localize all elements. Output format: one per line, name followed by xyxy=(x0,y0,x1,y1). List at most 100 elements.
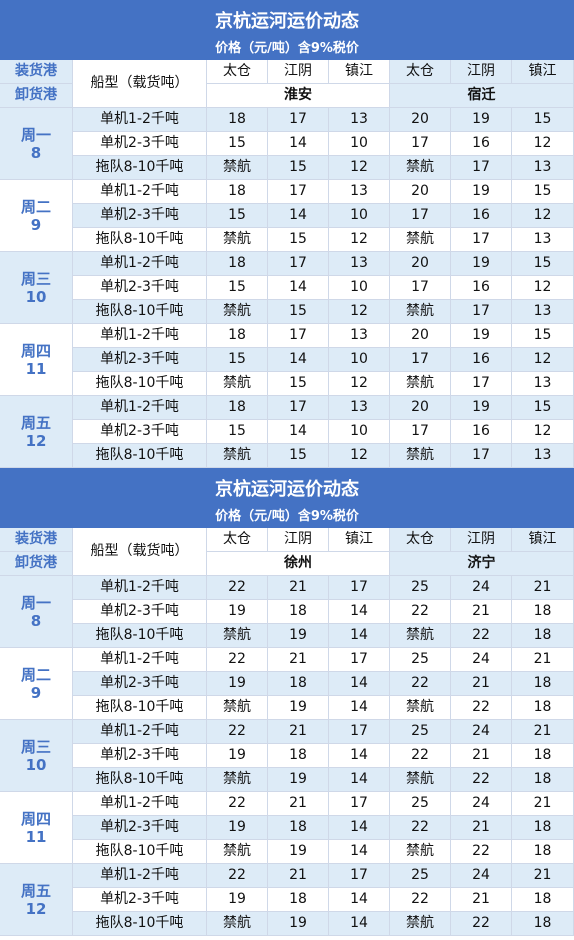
load-port: 镇江 xyxy=(512,60,574,84)
price-cell: 25 xyxy=(390,648,451,672)
price-cell: 13 xyxy=(329,252,390,276)
text: 24 xyxy=(472,867,490,884)
ship-type: 单机2-3千吨 xyxy=(73,600,207,624)
text: 禁航 xyxy=(223,627,251,644)
price-cell: 10 xyxy=(329,420,390,444)
text: 20 xyxy=(411,327,429,344)
load-port: 镇江 xyxy=(512,528,574,552)
price-cell: 17 xyxy=(390,132,451,156)
price-cell: 14 xyxy=(329,888,390,912)
price-cell: 禁航 xyxy=(207,156,268,180)
text: 16 xyxy=(472,135,490,152)
text: 17 xyxy=(289,111,307,128)
text: 18 xyxy=(228,399,246,416)
text: 17 xyxy=(411,279,429,296)
ship-type: 单机2-3千吨 xyxy=(73,816,207,840)
unload-port: 淮安 xyxy=(207,84,390,108)
text: 单机1-2千吨 xyxy=(100,399,179,416)
text: 船型（载货吨） xyxy=(90,75,189,92)
price-cell: 17 xyxy=(268,396,329,420)
text: 15 xyxy=(533,399,552,416)
text: 宿迁 xyxy=(467,87,496,104)
text: 14 xyxy=(350,771,368,788)
price-cell: 17 xyxy=(329,576,390,600)
price-cell: 24 xyxy=(451,576,512,600)
ship-type: 单机2-3千吨 xyxy=(73,132,207,156)
price-cell: 18 xyxy=(268,600,329,624)
text: 25 xyxy=(411,795,429,812)
text: 15 xyxy=(533,327,552,344)
text: 18 xyxy=(228,111,246,128)
text: 单机1-2千吨 xyxy=(100,183,179,200)
text: 18 xyxy=(289,603,307,620)
price-cell: 禁航 xyxy=(207,768,268,792)
price-cell: 18 xyxy=(512,744,574,768)
price-cell: 禁航 xyxy=(207,696,268,720)
text: 禁航 xyxy=(223,231,251,248)
text: 13 xyxy=(533,375,552,392)
text: 12 xyxy=(533,279,552,296)
price-cell: 禁航 xyxy=(207,840,268,864)
text: 禁航 xyxy=(406,303,434,320)
price-cell: 12 xyxy=(512,204,574,228)
text: 18 xyxy=(533,843,552,860)
price-cell: 禁航 xyxy=(207,444,268,468)
text: 禁航 xyxy=(406,915,434,932)
text: 太仓 xyxy=(223,63,251,80)
text: 22 xyxy=(228,867,246,884)
price-cell: 19 xyxy=(451,324,512,348)
title-bar: 京杭运河运价动态 价格（元/吨）含9%税价 xyxy=(0,0,574,60)
price-cell: 18 xyxy=(512,672,574,696)
price-cell: 14 xyxy=(329,912,390,936)
price-cell: 22 xyxy=(207,648,268,672)
text: 17 xyxy=(472,231,490,248)
price-cell: 19 xyxy=(451,108,512,132)
ship-type: 单机2-3千吨 xyxy=(73,276,207,300)
text: 单机2-3千吨 xyxy=(100,207,179,224)
text: 10 xyxy=(350,207,368,224)
price-cell: 18 xyxy=(512,912,574,936)
text: 17 xyxy=(411,207,429,224)
ship-type: 拖队8-10千吨 xyxy=(73,768,207,792)
text: 17 xyxy=(472,159,490,176)
day-cell: 周二 9 xyxy=(0,648,73,720)
text: 18 xyxy=(228,255,246,272)
price-cell: 24 xyxy=(451,648,512,672)
text: 15 xyxy=(289,375,307,392)
price-cell: 19 xyxy=(207,600,268,624)
price-cell: 21 xyxy=(512,720,574,744)
text: 22 xyxy=(472,843,490,860)
text: 18 xyxy=(533,891,552,908)
text: 19 xyxy=(289,699,307,716)
load-port: 江阴 xyxy=(268,528,329,552)
price-cell: 21 xyxy=(512,576,574,600)
day-number: 8 xyxy=(30,143,42,162)
text: 15 xyxy=(289,231,307,248)
price-cell: 12 xyxy=(512,348,574,372)
price-cell: 18 xyxy=(512,600,574,624)
price-cell: 17 xyxy=(451,444,512,468)
text: 21 xyxy=(472,819,490,836)
price-cell: 22 xyxy=(451,912,512,936)
text: 15 xyxy=(228,351,246,368)
text: 15 xyxy=(533,255,552,272)
price-cell: 20 xyxy=(390,252,451,276)
price-cell: 18 xyxy=(268,888,329,912)
subtitle: 价格（元/吨）含9%税价 xyxy=(215,41,359,56)
text: 15 xyxy=(533,183,552,200)
ship-type: 单机2-3千吨 xyxy=(73,888,207,912)
price-cell: 15 xyxy=(512,324,574,348)
text: 24 xyxy=(472,579,490,596)
text: 25 xyxy=(411,867,429,884)
text: 15 xyxy=(228,279,246,296)
price-cell: 18 xyxy=(512,840,574,864)
price-cell: 22 xyxy=(390,744,451,768)
text: 22 xyxy=(411,603,429,620)
text: 14 xyxy=(289,207,307,224)
text: 太仓 xyxy=(406,63,434,80)
price-cell: 19 xyxy=(268,624,329,648)
text: 12 xyxy=(350,231,368,248)
price-cell: 14 xyxy=(268,420,329,444)
text: 12 xyxy=(533,207,552,224)
price-cell: 13 xyxy=(512,300,574,324)
